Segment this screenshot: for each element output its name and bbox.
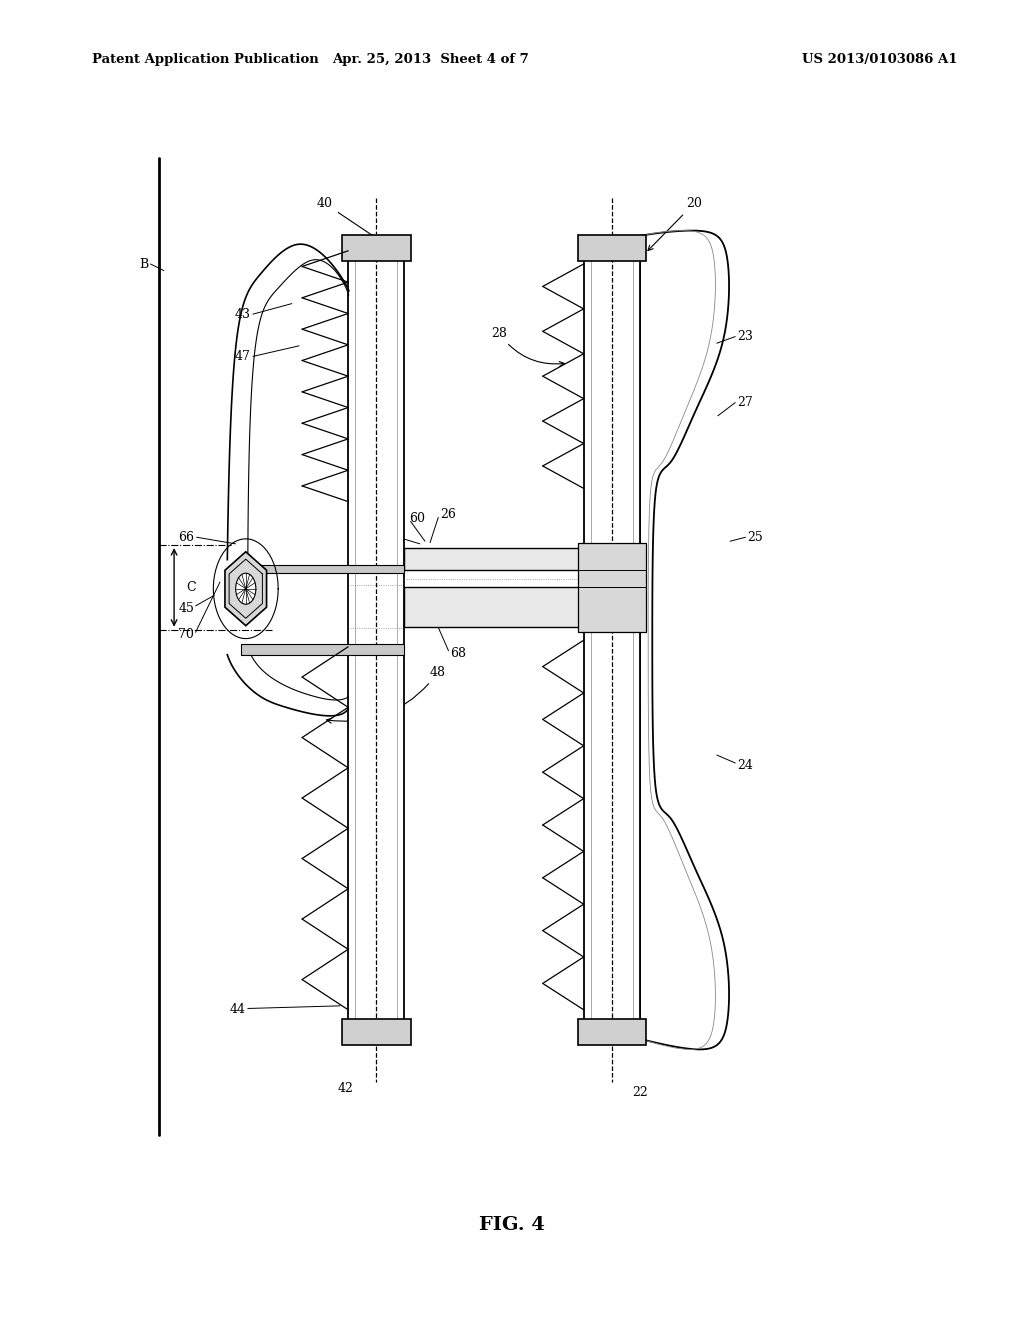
Polygon shape [342,1019,411,1045]
Text: 42: 42 [338,1082,353,1096]
Polygon shape [584,238,640,1043]
Polygon shape [404,548,584,570]
Text: 43: 43 [234,308,251,321]
Text: 27: 27 [737,396,753,409]
Text: C: C [186,581,196,594]
Text: Patent Application Publication: Patent Application Publication [92,53,318,66]
Text: 48: 48 [327,665,446,723]
Polygon shape [241,565,404,573]
Text: FIG. 4: FIG. 4 [479,1216,545,1234]
Polygon shape [342,235,411,261]
Text: 68: 68 [451,647,467,660]
Polygon shape [227,244,349,715]
Polygon shape [404,587,584,627]
Text: 22: 22 [633,1086,648,1100]
Polygon shape [578,235,646,261]
Text: 40: 40 [317,197,396,251]
Polygon shape [591,251,633,1030]
Text: Apr. 25, 2013  Sheet 4 of 7: Apr. 25, 2013 Sheet 4 of 7 [332,53,528,66]
Polygon shape [236,573,256,605]
Text: B: B [139,257,148,271]
Text: 20: 20 [648,197,701,251]
Text: 70: 70 [178,628,195,642]
Polygon shape [355,251,397,1030]
Polygon shape [578,543,646,632]
Polygon shape [629,231,729,1049]
Polygon shape [578,1019,646,1045]
Text: 66: 66 [178,531,195,544]
Text: 26: 26 [440,508,457,521]
Text: 67: 67 [362,525,379,539]
Polygon shape [241,644,404,655]
Text: 28: 28 [490,326,564,367]
Polygon shape [225,552,266,626]
Text: 47: 47 [234,350,251,363]
Text: 25: 25 [748,531,763,544]
Text: 44: 44 [229,1003,246,1016]
Polygon shape [348,238,404,1043]
Text: 60: 60 [410,512,426,525]
Text: 45: 45 [178,602,195,615]
Text: US 2013/0103086 A1: US 2013/0103086 A1 [802,53,957,66]
Text: 46: 46 [415,606,431,619]
Text: 23: 23 [737,330,754,343]
Text: 24: 24 [737,759,754,772]
